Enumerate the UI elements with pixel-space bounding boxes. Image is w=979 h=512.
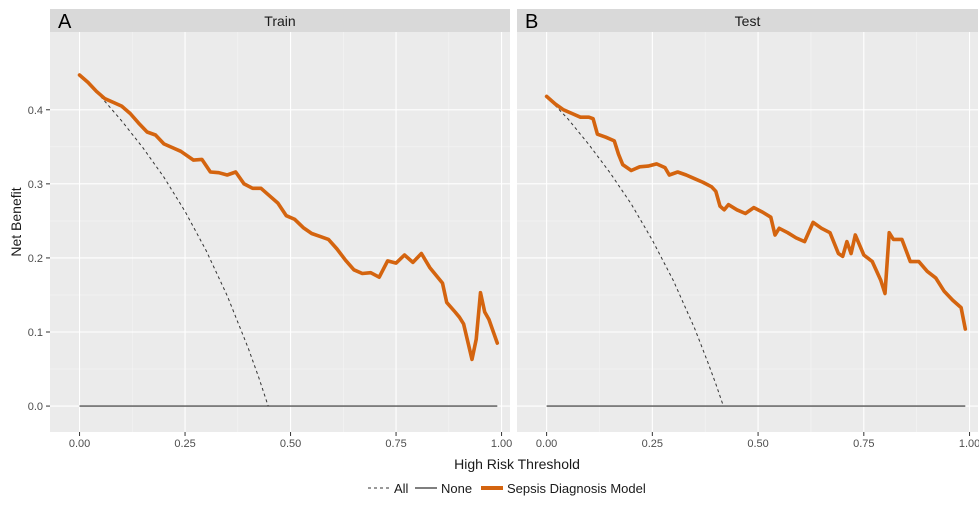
plot-background — [50, 32, 510, 432]
legend-item-sepsis-diagnosis-model: Sepsis Diagnosis Model — [481, 481, 646, 496]
series-line-sepsis-diagnosis-model — [544, 94, 968, 331]
x-tick-label: 0.50 — [280, 438, 301, 450]
panel-strip-label: Train — [264, 13, 295, 29]
y-tick-label: 0.0 — [28, 401, 43, 413]
legend: All None Sepsis Diagnosis Model — [368, 481, 646, 496]
y-tick-label: 0.3 — [28, 179, 43, 191]
panel-strip-label: Test — [735, 13, 761, 29]
panel-letter: B — [525, 11, 538, 33]
series-line-sepsis-diagnosis-model — [77, 73, 500, 362]
x-tick-label: 0.25 — [642, 438, 663, 450]
panel-letter: A — [58, 11, 72, 33]
panel-test: Test B 0.00 0.25 0.50 0.75 1.00 — [517, 9, 979, 450]
x-tick-label: 0.50 — [747, 438, 768, 450]
x-axis-label: High Risk Threshold — [454, 456, 580, 472]
x-tick-label: 0.00 — [536, 438, 557, 450]
plot-background — [517, 32, 978, 432]
y-tick-label: 0.4 — [28, 105, 43, 117]
panel-strip — [50, 9, 510, 32]
x-tick-label: 0.00 — [69, 438, 90, 450]
legend-label: None — [441, 481, 472, 496]
panel-strip — [517, 9, 978, 32]
x-tick-label: 1.00 — [491, 438, 512, 450]
y-axis-label: Net Benefit — [8, 187, 24, 256]
panel-train: Train A 0.00 0.25 0.50 0.75 1.00 0.0 0.1 0.2 0.3 0.… — [28, 9, 512, 450]
y-tick-label: 0.2 — [28, 253, 43, 265]
x-tick-label: 0.25 — [174, 438, 195, 450]
series-line-all — [546, 96, 724, 407]
legend-item-none: None — [415, 481, 472, 496]
x-tick-label: 0.75 — [853, 438, 874, 450]
x-tick-label: 1.00 — [959, 438, 979, 450]
legend-label: Sepsis Diagnosis Model — [507, 481, 646, 496]
x-tick-label: 0.75 — [385, 438, 406, 450]
y-tick-label: 0.1 — [28, 327, 43, 339]
legend-item-all: All — [368, 481, 409, 496]
legend-label: All — [394, 481, 409, 496]
